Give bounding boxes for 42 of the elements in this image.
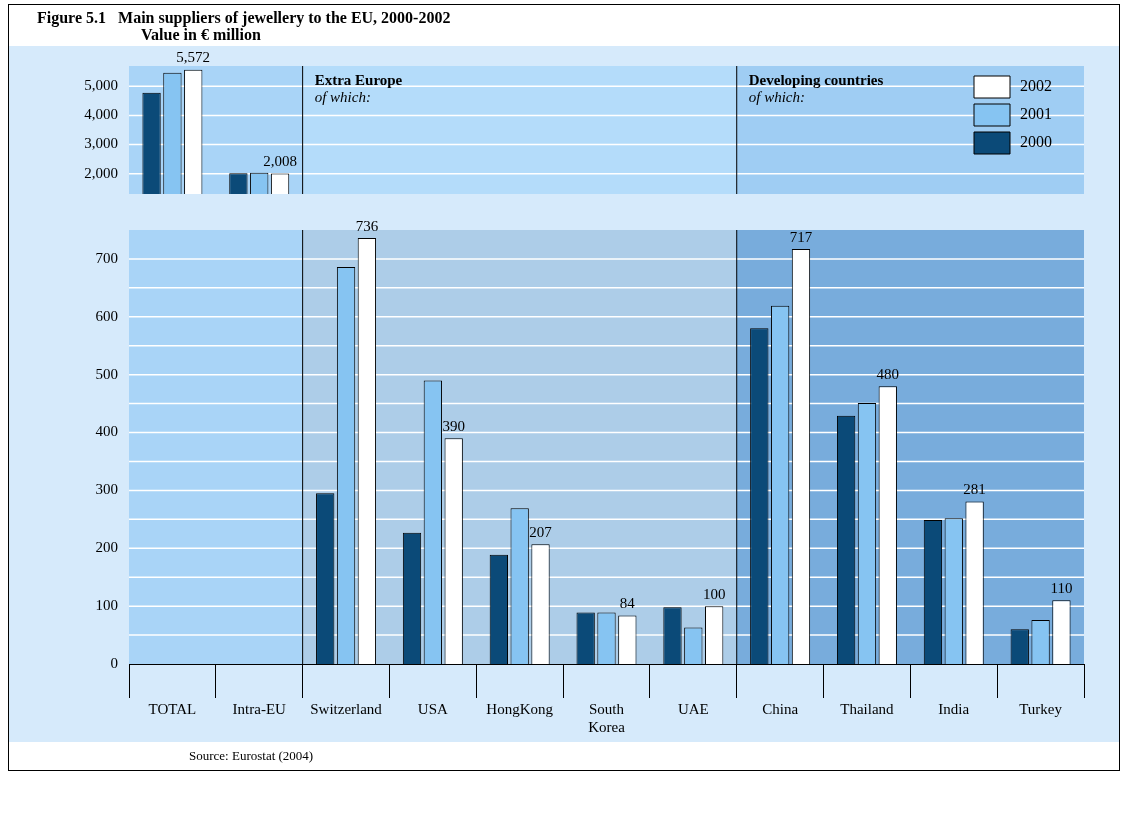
data-label: 110 [1050,579,1073,596]
y-tick-label: 2,000 [84,164,118,181]
legend-label: 2001 [1020,105,1052,123]
annotation: of which: [314,89,371,106]
data-label: 2,008 [263,152,297,169]
band-label: Developing countries [748,72,884,89]
x-tick-label: TOTAL [148,700,197,717]
data-label: 390 [442,417,465,434]
source-note: Source: Eurostat (2004) [189,748,315,764]
y-tick-label: 200 [95,539,118,556]
y-tick-label: 600 [95,307,118,324]
chart-subtitle: Value in € million [140,26,261,43]
y-tick-label: 300 [95,481,118,498]
x-tick-label: UAE [677,700,709,717]
data-label: 5,572 [176,49,211,66]
x-tick-label: India [938,700,970,717]
x-tick-label: Switzerland [310,700,383,717]
band-label: Extra Europe [314,72,403,89]
data-label: 736 [355,217,379,234]
y-tick-label: 100 [95,597,118,614]
y-tick-label: 4,000 [84,106,118,123]
x-tick-label: USA [417,700,449,717]
x-tick-label: Intra-EU [232,700,287,717]
x-tick-label: Thailand [840,700,895,717]
y-tick-label: 0 [110,654,118,671]
data-label: 717 [789,228,813,245]
legend-label: 2000 [1020,133,1052,151]
x-tick-label: HongKong [486,700,554,717]
chart-title: Figure 5.1 Main suppliers of jewellery to the EU, 2000-2002 [37,9,452,26]
y-tick-label: 500 [95,365,118,382]
data-label: 100 [702,585,726,602]
x-tick-label: South Korea [588,700,626,735]
legend-label: 2002 [1020,77,1052,95]
data-label: 84 [619,594,636,611]
x-tick-label: China [762,700,799,717]
y-tick-label: 700 [95,249,118,266]
annotation: of which: [748,89,805,106]
y-tick-label: 5,000 [84,77,118,94]
y-tick-label: 3,000 [84,135,118,152]
data-label: 207 [529,523,553,540]
y-tick-label: 400 [95,423,118,440]
x-tick-label: Turkey [1019,700,1063,717]
